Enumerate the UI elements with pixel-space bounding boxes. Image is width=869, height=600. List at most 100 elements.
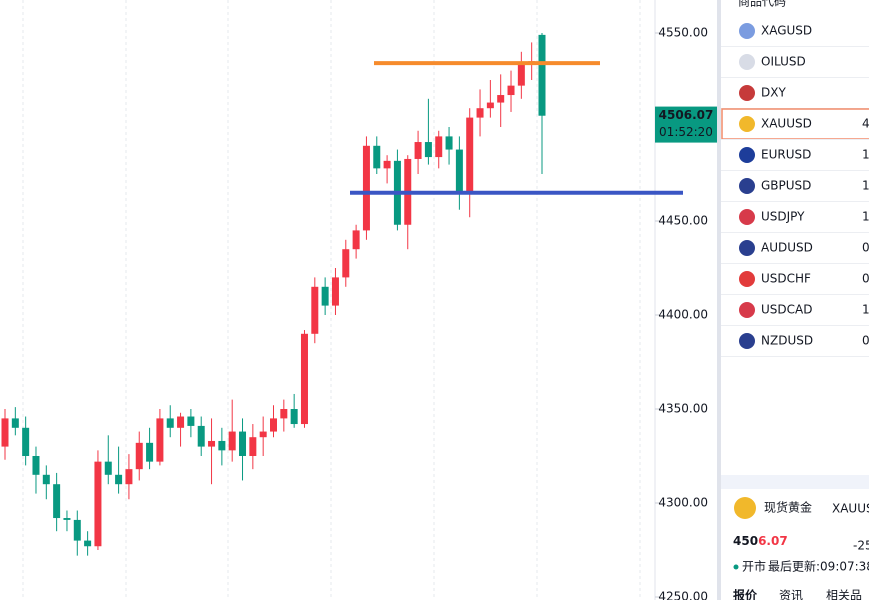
candle-body [125,469,133,485]
quote-status: 开市 [742,559,766,574]
symbol-row[interactable]: NZDUSD 0 [761,334,869,348]
symbol-name: EURUSD [761,148,811,162]
candle-body [228,431,236,451]
symbol-icon [739,23,755,39]
divider [717,0,721,600]
candle-body [445,136,453,150]
symbol-row[interactable]: GBPUSD 1 [761,179,869,193]
symbol-icon [739,333,755,349]
symbol-name: USDJPY [761,210,805,224]
symbol-name: DXY [761,86,786,100]
candle-body [73,519,81,541]
quote-code: XAUUS [832,502,869,516]
candle-body [383,160,391,169]
gold-icon [734,497,756,519]
candle-body [424,142,432,158]
symbol-row[interactable]: USDJPY 1 [761,210,869,224]
quote-change: -25 [853,539,869,553]
candle-body [249,437,257,456]
symbol-row[interactable]: XAGUSD [761,24,812,38]
candle-body [32,456,40,475]
symbol-icon [739,116,755,132]
symbol-row[interactable]: USDCAD 1 [761,303,869,317]
y-tick-label: 4350.00 [658,402,708,416]
candle-body [362,145,370,231]
symbol-name: OILUSD [761,55,806,69]
candle-body [177,416,185,428]
candle-body [42,474,50,485]
panel-gap [721,475,869,489]
candle-body [497,95,505,103]
quote-tab[interactable]: 报价 [733,588,758,600]
price-tag-label: 4506.07 [659,108,714,122]
symbol-value: 1 [862,303,869,317]
candle-body [11,418,19,428]
candle-body [300,333,308,425]
candle-body [1,418,9,447]
symbol-icon [739,271,755,287]
quote-tab[interactable]: 资讯 [779,589,803,600]
candle-body [84,540,92,547]
y-tick-label: 4250.00 [658,590,708,600]
candle-body [187,416,195,426]
symbol-row[interactable]: OILUSD [761,55,806,69]
candle-body [208,440,216,447]
symbol-value: 1 [862,179,869,193]
symbol-icon [739,147,755,163]
symbol-value: 0 [862,272,869,286]
symbol-icon [739,240,755,256]
price-main: 450 [733,534,758,548]
symbol-row[interactable]: USDCHF 0 [761,272,869,286]
candle-body [166,418,174,428]
symbol-row[interactable]: AUDUSD 0 [761,241,869,255]
symbol-name: AUDUSD [761,241,813,255]
quote-name: 现货黄金 [764,500,812,515]
candle-body [352,230,360,250]
candle-body [290,409,298,425]
symbol-icon [739,209,755,225]
candle-body [22,427,30,456]
y-tick-label: 4550.00 [658,26,708,40]
candle-body [63,518,71,520]
quote-tab[interactable]: 相关品 [826,589,862,600]
symbol-name: USDCAD [761,303,812,317]
symbol-icon [739,54,755,70]
quote-updated: 最后更新:09:07:38 [768,559,869,574]
candle-body [115,474,123,485]
status-dot [733,564,739,570]
symbol-value: 0 [862,241,869,255]
symbol-value: 0 [862,334,869,348]
candle-body [311,286,319,334]
symbol-name: XAUUSD [761,117,812,131]
candle-body [331,277,339,306]
candle-body [538,34,546,116]
symbol-icon [739,302,755,318]
candle-body [414,142,422,159]
candle-body [218,440,226,451]
candle-body [466,117,474,193]
candle-body [486,102,494,109]
symbol-row[interactable]: DXY [761,86,786,100]
symbol-name: GBPUSD [761,179,811,193]
symbol-value: 4 [862,117,869,131]
symbol-name: USDCHF [761,272,811,286]
candle-body [280,409,288,419]
symbol-value: 1 [862,210,869,224]
candle-body [455,149,463,193]
symbol-icon [739,178,755,194]
candle-body [197,425,205,447]
candle-body [146,442,154,462]
y-tick-label: 4400.00 [658,308,708,322]
candle-body [53,484,61,519]
price-tag-timer: 01:52:20 [659,125,713,139]
symbol-row[interactable]: XAUUSD 4 [761,117,869,131]
candle-body [517,64,525,86]
candle-body [270,418,277,432]
symbol-row[interactable]: EURUSD 1 [761,148,869,162]
vertical-grid [22,0,641,600]
candle-body [104,461,112,475]
candle-body [135,442,143,470]
candle-body [435,136,443,158]
